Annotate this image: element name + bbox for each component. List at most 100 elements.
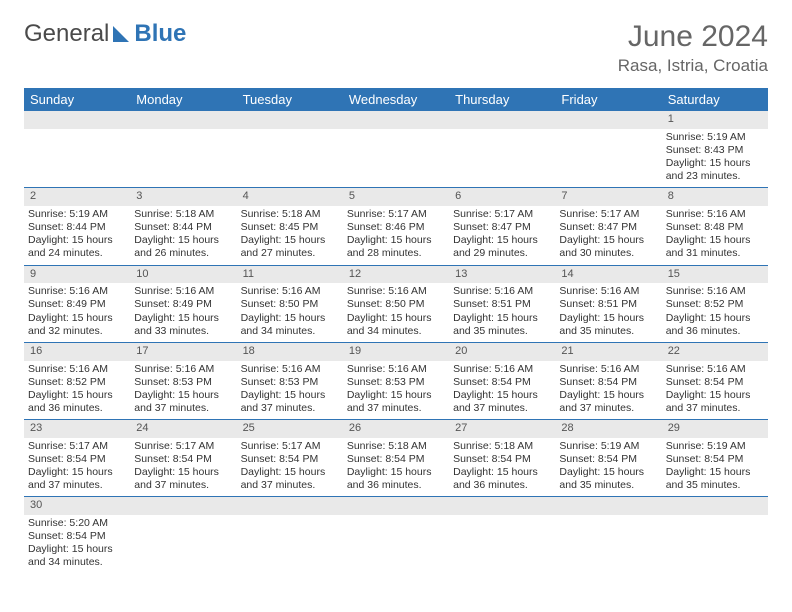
sunrise-text: Sunrise: 5:17 AM (241, 440, 339, 453)
daylight-text: and 37 minutes. (134, 402, 232, 415)
sunrise-text: Sunrise: 5:19 AM (28, 208, 126, 221)
calendar-day-cell: 11Sunrise: 5:16 AMSunset: 8:50 PMDayligh… (237, 265, 343, 342)
calendar-day-cell (555, 497, 661, 574)
sunrise-text: Sunrise: 5:16 AM (134, 363, 232, 376)
calendar-day-cell: 27Sunrise: 5:18 AMSunset: 8:54 PMDayligh… (449, 420, 555, 497)
daylight-text: and 27 minutes. (241, 247, 339, 260)
weekday-header: Saturday (662, 88, 768, 111)
sunrise-text: Sunrise: 5:18 AM (241, 208, 339, 221)
day-number: 10 (130, 266, 236, 284)
sunset-text: Sunset: 8:51 PM (453, 298, 551, 311)
sunset-text: Sunset: 8:47 PM (453, 221, 551, 234)
sunset-text: Sunset: 8:48 PM (666, 221, 764, 234)
calendar-day-cell (24, 111, 130, 188)
daylight-text: Daylight: 15 hours (347, 234, 445, 247)
day-number-empty (449, 497, 555, 515)
sunrise-text: Sunrise: 5:20 AM (28, 517, 126, 530)
daylight-text: Daylight: 15 hours (559, 389, 657, 402)
daylight-text: and 30 minutes. (559, 247, 657, 260)
daylight-text: and 35 minutes. (559, 325, 657, 338)
sunrise-text: Sunrise: 5:17 AM (134, 440, 232, 453)
calendar-week-row: 2Sunrise: 5:19 AMSunset: 8:44 PMDaylight… (24, 188, 768, 265)
daylight-text: Daylight: 15 hours (134, 312, 232, 325)
calendar-day-cell: 13Sunrise: 5:16 AMSunset: 8:51 PMDayligh… (449, 265, 555, 342)
calendar-day-cell: 19Sunrise: 5:16 AMSunset: 8:53 PMDayligh… (343, 342, 449, 419)
sunset-text: Sunset: 8:53 PM (347, 376, 445, 389)
day-number: 15 (662, 266, 768, 284)
calendar-day-cell: 12Sunrise: 5:16 AMSunset: 8:50 PMDayligh… (343, 265, 449, 342)
daylight-text: Daylight: 15 hours (28, 543, 126, 556)
daylight-text: Daylight: 15 hours (241, 234, 339, 247)
weekday-header: Thursday (449, 88, 555, 111)
sunrise-text: Sunrise: 5:18 AM (453, 440, 551, 453)
sunrise-text: Sunrise: 5:16 AM (241, 363, 339, 376)
calendar-day-cell: 21Sunrise: 5:16 AMSunset: 8:54 PMDayligh… (555, 342, 661, 419)
day-number: 2 (24, 188, 130, 206)
day-number-empty (343, 497, 449, 515)
daylight-text: and 33 minutes. (134, 325, 232, 338)
calendar-day-cell: 8Sunrise: 5:16 AMSunset: 8:48 PMDaylight… (662, 188, 768, 265)
calendar-day-cell (130, 497, 236, 574)
calendar-day-cell (237, 111, 343, 188)
sunrise-text: Sunrise: 5:17 AM (559, 208, 657, 221)
daylight-text: and 34 minutes. (347, 325, 445, 338)
daylight-text: Daylight: 15 hours (28, 312, 126, 325)
day-number-empty (662, 497, 768, 515)
sunrise-text: Sunrise: 5:19 AM (559, 440, 657, 453)
calendar-day-cell: 6Sunrise: 5:17 AMSunset: 8:47 PMDaylight… (449, 188, 555, 265)
day-number: 22 (662, 343, 768, 361)
daylight-text: and 32 minutes. (28, 325, 126, 338)
sunrise-text: Sunrise: 5:19 AM (666, 440, 764, 453)
calendar-day-cell: 2Sunrise: 5:19 AMSunset: 8:44 PMDaylight… (24, 188, 130, 265)
day-number-empty (237, 111, 343, 129)
day-number: 23 (24, 420, 130, 438)
calendar-day-cell (555, 111, 661, 188)
day-number: 17 (130, 343, 236, 361)
sunset-text: Sunset: 8:54 PM (453, 453, 551, 466)
day-number-empty (24, 111, 130, 129)
daylight-text: Daylight: 15 hours (28, 466, 126, 479)
daylight-text: and 26 minutes. (134, 247, 232, 260)
day-number: 11 (237, 266, 343, 284)
daylight-text: and 37 minutes. (28, 479, 126, 492)
day-number: 12 (343, 266, 449, 284)
sunset-text: Sunset: 8:54 PM (28, 453, 126, 466)
day-number: 30 (24, 497, 130, 515)
daylight-text: and 37 minutes. (241, 402, 339, 415)
calendar-week-row: 30Sunrise: 5:20 AMSunset: 8:54 PMDayligh… (24, 497, 768, 574)
calendar-day-cell: 20Sunrise: 5:16 AMSunset: 8:54 PMDayligh… (449, 342, 555, 419)
sunset-text: Sunset: 8:54 PM (559, 453, 657, 466)
daylight-text: Daylight: 15 hours (453, 234, 551, 247)
daylight-text: Daylight: 15 hours (241, 312, 339, 325)
sunrise-text: Sunrise: 5:16 AM (347, 285, 445, 298)
day-number: 3 (130, 188, 236, 206)
sunset-text: Sunset: 8:53 PM (241, 376, 339, 389)
day-number-empty (555, 111, 661, 129)
day-number: 9 (24, 266, 130, 284)
weekday-header: Friday (555, 88, 661, 111)
daylight-text: and 35 minutes. (666, 479, 764, 492)
sunrise-text: Sunrise: 5:16 AM (666, 285, 764, 298)
title-block: June 2024 Rasa, Istria, Croatia (618, 20, 768, 76)
calendar-day-cell: 5Sunrise: 5:17 AMSunset: 8:46 PMDaylight… (343, 188, 449, 265)
calendar-day-cell: 30Sunrise: 5:20 AMSunset: 8:54 PMDayligh… (24, 497, 130, 574)
page-header: GeneralBlue June 2024 Rasa, Istria, Croa… (24, 20, 768, 76)
weekday-header: Sunday (24, 88, 130, 111)
sunset-text: Sunset: 8:54 PM (453, 376, 551, 389)
daylight-text: and 37 minutes. (453, 402, 551, 415)
daylight-text: Daylight: 15 hours (666, 389, 764, 402)
daylight-text: and 31 minutes. (666, 247, 764, 260)
day-number-empty (130, 497, 236, 515)
calendar-day-cell: 29Sunrise: 5:19 AMSunset: 8:54 PMDayligh… (662, 420, 768, 497)
calendar-day-cell (662, 497, 768, 574)
calendar-day-cell: 23Sunrise: 5:17 AMSunset: 8:54 PMDayligh… (24, 420, 130, 497)
daylight-text: and 36 minutes. (347, 479, 445, 492)
calendar-day-cell: 15Sunrise: 5:16 AMSunset: 8:52 PMDayligh… (662, 265, 768, 342)
calendar-day-cell: 9Sunrise: 5:16 AMSunset: 8:49 PMDaylight… (24, 265, 130, 342)
daylight-text: and 37 minutes. (666, 402, 764, 415)
daylight-text: Daylight: 15 hours (453, 389, 551, 402)
sunset-text: Sunset: 8:51 PM (559, 298, 657, 311)
calendar-day-cell: 25Sunrise: 5:17 AMSunset: 8:54 PMDayligh… (237, 420, 343, 497)
daylight-text: and 35 minutes. (559, 479, 657, 492)
sunrise-text: Sunrise: 5:19 AM (666, 131, 764, 144)
